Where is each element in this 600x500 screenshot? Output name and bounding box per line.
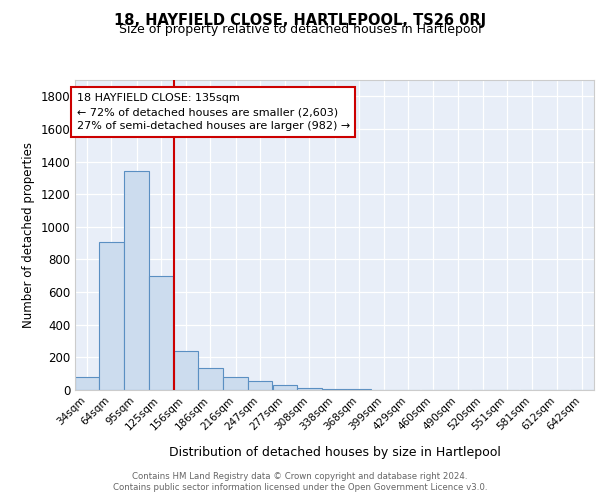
Bar	[198, 368, 223, 390]
Bar	[322, 389, 347, 390]
Bar	[100, 242, 124, 390]
Bar	[273, 385, 297, 390]
Bar	[124, 172, 149, 390]
Text: 18, HAYFIELD CLOSE, HARTLEPOOL, TS26 0RJ: 18, HAYFIELD CLOSE, HARTLEPOOL, TS26 0RJ	[114, 12, 486, 28]
Y-axis label: Number of detached properties: Number of detached properties	[22, 142, 35, 328]
Text: Size of property relative to detached houses in Hartlepool: Size of property relative to detached ho…	[119, 22, 481, 36]
Bar	[297, 388, 322, 390]
Text: 18 HAYFIELD CLOSE: 135sqm
← 72% of detached houses are smaller (2,603)
27% of se: 18 HAYFIELD CLOSE: 135sqm ← 72% of detac…	[77, 93, 350, 131]
Bar	[248, 381, 272, 390]
Bar	[223, 377, 248, 390]
Bar	[347, 389, 371, 390]
X-axis label: Distribution of detached houses by size in Hartlepool: Distribution of detached houses by size …	[169, 446, 500, 458]
Bar	[149, 276, 173, 390]
Bar	[174, 351, 198, 390]
Bar	[75, 377, 100, 390]
Text: Contains HM Land Registry data © Crown copyright and database right 2024.
Contai: Contains HM Land Registry data © Crown c…	[113, 472, 487, 492]
